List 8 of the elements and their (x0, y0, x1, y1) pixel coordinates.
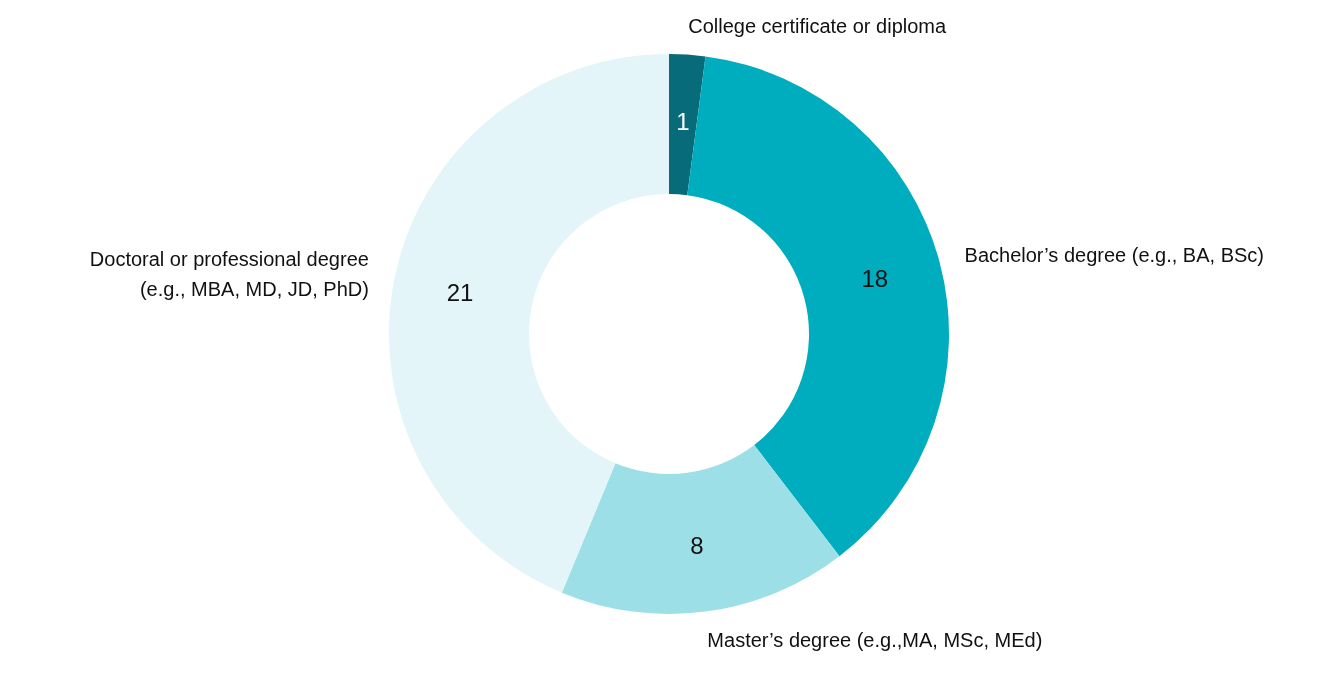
data-label: 21 (446, 278, 474, 306)
data-label: 1 (676, 107, 690, 135)
data-label: 18 (861, 265, 889, 293)
slice-label: Bachelor’s degree (e.g., BA, BSc) (964, 243, 1264, 266)
slice-label: College certificate or diploma (688, 14, 948, 37)
slice-label: Doctoral or professional degree (e.g., MBA, MD, JD, PhD) (89, 248, 369, 301)
data-label: 8 (690, 531, 704, 559)
slice-label: Master’s degree (e.g.,MA, MSc, MEd) (707, 629, 1043, 652)
